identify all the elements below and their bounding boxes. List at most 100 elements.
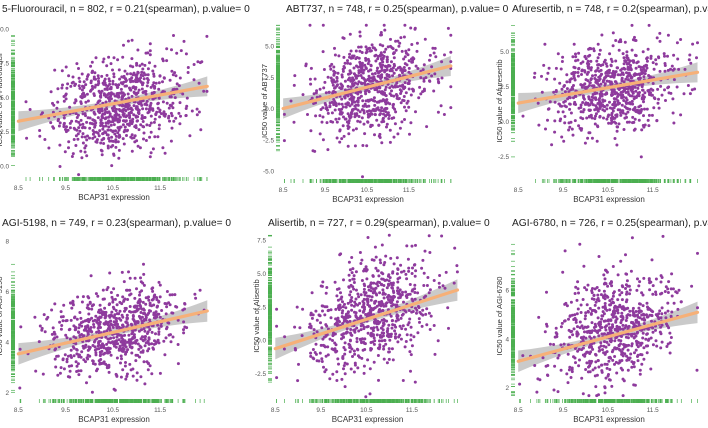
data-point <box>318 114 322 118</box>
data-point <box>380 73 384 77</box>
panel-title: Afuresertib, n = 748, r = 0.2(spearman),… <box>512 4 708 15</box>
data-point <box>71 80 75 84</box>
data-point <box>58 143 62 147</box>
data-point <box>364 92 368 96</box>
data-point <box>28 108 32 111</box>
data-point <box>559 67 563 71</box>
data-point <box>672 53 676 57</box>
data-point <box>391 85 395 89</box>
data-point <box>43 138 47 141</box>
data-point <box>639 65 643 69</box>
data-point <box>625 71 628 75</box>
x-rug <box>535 179 698 183</box>
data-point <box>670 64 674 68</box>
data-point <box>205 34 209 38</box>
data-point <box>82 80 86 84</box>
data-point <box>331 90 335 94</box>
data-point <box>197 110 201 114</box>
data-point <box>572 84 575 87</box>
data-point <box>61 83 64 87</box>
data-point <box>138 64 142 68</box>
data-point <box>613 100 617 104</box>
data-point <box>615 143 619 147</box>
data-point <box>606 115 610 118</box>
y-tick-label: -2.5 <box>263 137 274 144</box>
data-point <box>315 89 319 93</box>
data-point <box>119 91 123 95</box>
data-point <box>137 88 141 92</box>
data-point <box>205 89 209 93</box>
data-point <box>622 99 626 102</box>
data-point <box>332 103 336 107</box>
data-point <box>177 84 181 88</box>
data-point <box>361 144 365 147</box>
data-point <box>563 99 567 103</box>
data-point <box>127 96 131 100</box>
data-point <box>579 116 583 120</box>
data-point <box>130 149 134 153</box>
data-point <box>403 105 406 109</box>
data-point <box>375 118 379 122</box>
data-point <box>652 67 656 71</box>
data-point <box>328 101 332 105</box>
data-point <box>368 112 372 116</box>
data-point <box>663 54 666 58</box>
data-point <box>651 88 655 92</box>
data-point <box>129 64 132 68</box>
x-axis-label: BCAP31 expression <box>573 195 645 204</box>
data-point <box>63 150 67 154</box>
data-point <box>366 120 370 124</box>
data-point <box>407 82 411 85</box>
data-point <box>422 77 426 81</box>
data-point <box>145 84 149 88</box>
data-point <box>66 82 70 86</box>
data-point <box>428 53 432 57</box>
data-point <box>620 71 624 75</box>
data-point <box>161 59 165 63</box>
data-point <box>613 137 617 140</box>
data-point <box>104 124 108 128</box>
data-point <box>593 117 597 121</box>
data-point <box>383 107 387 111</box>
data-point <box>392 135 396 139</box>
data-point <box>94 56 98 60</box>
data-point <box>389 94 393 97</box>
data-point <box>593 97 597 100</box>
data-point <box>358 49 362 53</box>
data-point <box>568 102 572 106</box>
data-point <box>379 112 382 116</box>
data-point <box>96 74 100 78</box>
data-point <box>380 90 384 94</box>
data-point <box>585 62 589 65</box>
data-point <box>597 69 601 73</box>
data-points <box>24 34 209 177</box>
data-point <box>626 56 630 60</box>
data-point <box>175 82 179 86</box>
data-point <box>621 109 625 113</box>
data-point <box>614 121 618 125</box>
data-point <box>572 102 576 106</box>
data-point <box>371 99 375 102</box>
data-point <box>658 69 662 73</box>
data-point <box>351 76 354 80</box>
data-point <box>620 76 624 80</box>
data-point <box>347 121 351 125</box>
data-point <box>318 132 322 136</box>
data-point <box>110 135 114 139</box>
data-point <box>588 46 592 50</box>
data-point <box>141 83 144 87</box>
data-point <box>85 92 89 96</box>
data-point <box>107 137 111 141</box>
data-point <box>335 79 339 83</box>
data-point <box>545 77 549 81</box>
data-point <box>396 132 400 136</box>
data-point <box>320 120 324 124</box>
data-point <box>135 119 139 123</box>
data-point <box>330 111 334 115</box>
data-point <box>633 35 636 39</box>
data-point <box>116 140 120 144</box>
data-point <box>134 78 138 82</box>
data-point <box>349 111 353 115</box>
data-point <box>630 99 634 103</box>
data-point <box>357 115 361 118</box>
